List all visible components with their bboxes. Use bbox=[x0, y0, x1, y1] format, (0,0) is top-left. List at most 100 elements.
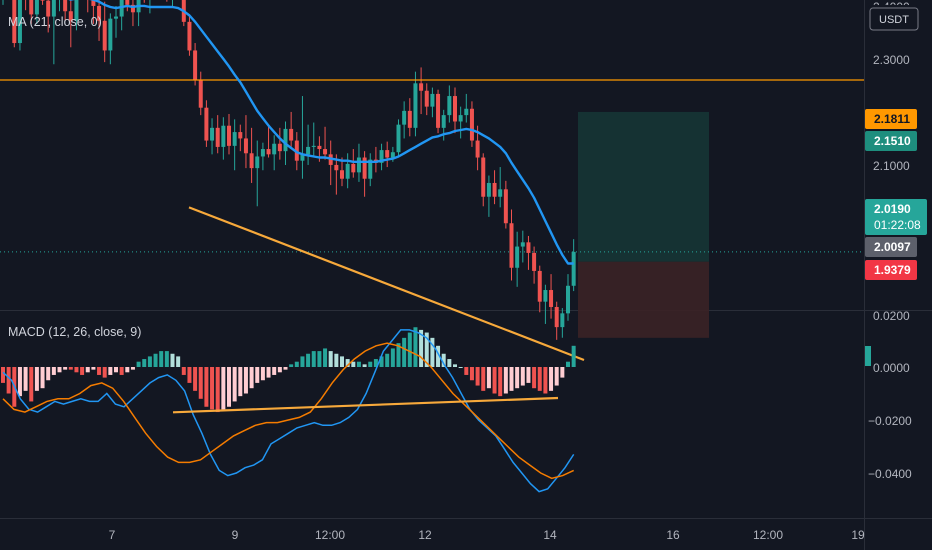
candle-body bbox=[486, 182, 491, 197]
macd-histogram-bar bbox=[215, 367, 220, 413]
macd-histogram-bar bbox=[170, 353, 175, 367]
macd-histogram-bar bbox=[176, 356, 181, 367]
macd-histogram-bar bbox=[159, 351, 164, 367]
candle-body bbox=[306, 146, 311, 155]
ma-indicator-legend[interactable]: MA (21, close, 0) bbox=[8, 15, 102, 29]
position-zones[interactable] bbox=[578, 111, 709, 338]
target-tag[interactable] bbox=[865, 131, 917, 151]
candle-body bbox=[453, 96, 457, 122]
candle-body bbox=[554, 306, 559, 328]
macd-histogram-bar bbox=[351, 361, 356, 367]
stop-price: 1.9379 bbox=[874, 263, 911, 277]
candle-body bbox=[571, 251, 576, 286]
candle-body bbox=[198, 80, 203, 108]
macd-histogram-bar bbox=[114, 367, 118, 373]
macd-histogram-bar bbox=[238, 367, 243, 397]
candle-body bbox=[232, 132, 237, 146]
candle-body bbox=[17, 0, 22, 44]
time-axis[interactable]: 7 9 12:00 12 14 16 12:00 19 bbox=[109, 528, 865, 542]
candle-body bbox=[294, 140, 299, 161]
candle-body bbox=[520, 242, 525, 247]
candle-body bbox=[390, 152, 395, 158]
macd-histogram-bar bbox=[560, 367, 565, 378]
macd-histogram-bar bbox=[193, 367, 198, 391]
macd-axis[interactable]: 0.0200 0.0000 −0.0200 −0.0400 bbox=[865, 309, 912, 481]
macd-histogram-bar bbox=[526, 367, 531, 383]
macd-histogram-bar bbox=[198, 367, 203, 399]
time-label: 9 bbox=[232, 528, 239, 542]
currency-badge[interactable] bbox=[869, 7, 919, 31]
candle-body bbox=[97, 5, 102, 21]
time-label: 19 bbox=[851, 528, 865, 542]
macd-histogram-bar bbox=[317, 351, 322, 367]
macd-histogram-bar bbox=[91, 367, 96, 370]
macd-histogram-bar bbox=[407, 332, 412, 367]
macd-histogram-bar bbox=[356, 361, 361, 367]
target-price: 2.1510 bbox=[874, 134, 911, 148]
macd-histogram-bar bbox=[419, 329, 424, 367]
macd-histogram-bar bbox=[509, 367, 514, 391]
macd-histogram-bar bbox=[97, 367, 102, 375]
candle-body bbox=[362, 157, 367, 179]
time-label: 16 bbox=[666, 528, 680, 542]
macd-value-label: −0.0200 bbox=[868, 414, 912, 428]
candle-body bbox=[108, 18, 113, 51]
time-label: 12 bbox=[418, 528, 432, 542]
candle-body bbox=[114, 16, 118, 19]
candle-body bbox=[560, 313, 565, 328]
candle-body bbox=[91, 0, 96, 6]
candle-body bbox=[311, 145, 316, 147]
candle-body bbox=[441, 115, 446, 128]
macd-histogram-bar bbox=[266, 367, 271, 378]
macd-histogram-bar bbox=[40, 367, 45, 389]
candle-body bbox=[379, 150, 384, 163]
candle-body bbox=[402, 110, 407, 125]
candle-body bbox=[537, 270, 542, 302]
stop-zone bbox=[578, 261, 709, 338]
macd-histogram-bar bbox=[68, 367, 73, 370]
entry-tag[interactable] bbox=[865, 237, 917, 257]
time-label: 12:00 bbox=[753, 528, 783, 542]
main-overlays[interactable] bbox=[0, 0, 864, 362]
candle-body bbox=[345, 163, 350, 179]
candle-body bbox=[46, 0, 51, 17]
candle-body bbox=[193, 50, 198, 81]
candle-body bbox=[289, 128, 294, 141]
macd-histogram-bar bbox=[469, 367, 474, 381]
time-label: 7 bbox=[109, 528, 116, 542]
candle-body bbox=[503, 189, 508, 224]
current-price-tag[interactable] bbox=[865, 199, 927, 235]
price-tags[interactable]: 2.1811 2.1510 2.0190 01:22:08 2.0097 1.9… bbox=[865, 109, 927, 280]
candle-body bbox=[187, 21, 192, 51]
candlesticks bbox=[2, 0, 576, 340]
macd-plot bbox=[1, 327, 576, 493]
candle-body bbox=[227, 125, 231, 146]
macd-histogram-bar bbox=[566, 361, 570, 367]
resistance-tag[interactable] bbox=[865, 109, 917, 129]
macd-histogram-bar bbox=[23, 367, 28, 391]
macd-histogram-bar bbox=[221, 367, 226, 410]
candle-body bbox=[68, 11, 73, 21]
macd-histogram-bar bbox=[102, 367, 107, 378]
macd-histogram-bar bbox=[323, 348, 328, 367]
macd-histogram-bar bbox=[80, 367, 85, 375]
candle-body bbox=[419, 83, 424, 91]
bar-countdown: 01:22:08 bbox=[874, 218, 921, 232]
macd-histogram-bar bbox=[142, 359, 147, 367]
macd-histogram-bar bbox=[340, 356, 344, 367]
macd-histogram-bar bbox=[481, 367, 486, 391]
macd-indicator-legend[interactable]: MACD (12, 26, close, 9) bbox=[8, 325, 141, 339]
candle-body bbox=[430, 93, 435, 107]
macd-histogram-bar bbox=[153, 353, 158, 367]
macd-histogram-bar bbox=[549, 367, 554, 391]
current-price: 2.0190 bbox=[874, 202, 911, 216]
price-axis[interactable]: 2.4000 USDT 2.3000 2.1000 bbox=[868, 0, 919, 173]
macd-histogram-bar bbox=[260, 367, 265, 381]
macd-histogram-bar bbox=[447, 359, 452, 367]
candle-body bbox=[436, 93, 441, 128]
macd-histogram-bar bbox=[345, 359, 350, 367]
stop-tag[interactable] bbox=[865, 260, 917, 280]
macd-histogram-bar bbox=[210, 367, 215, 410]
